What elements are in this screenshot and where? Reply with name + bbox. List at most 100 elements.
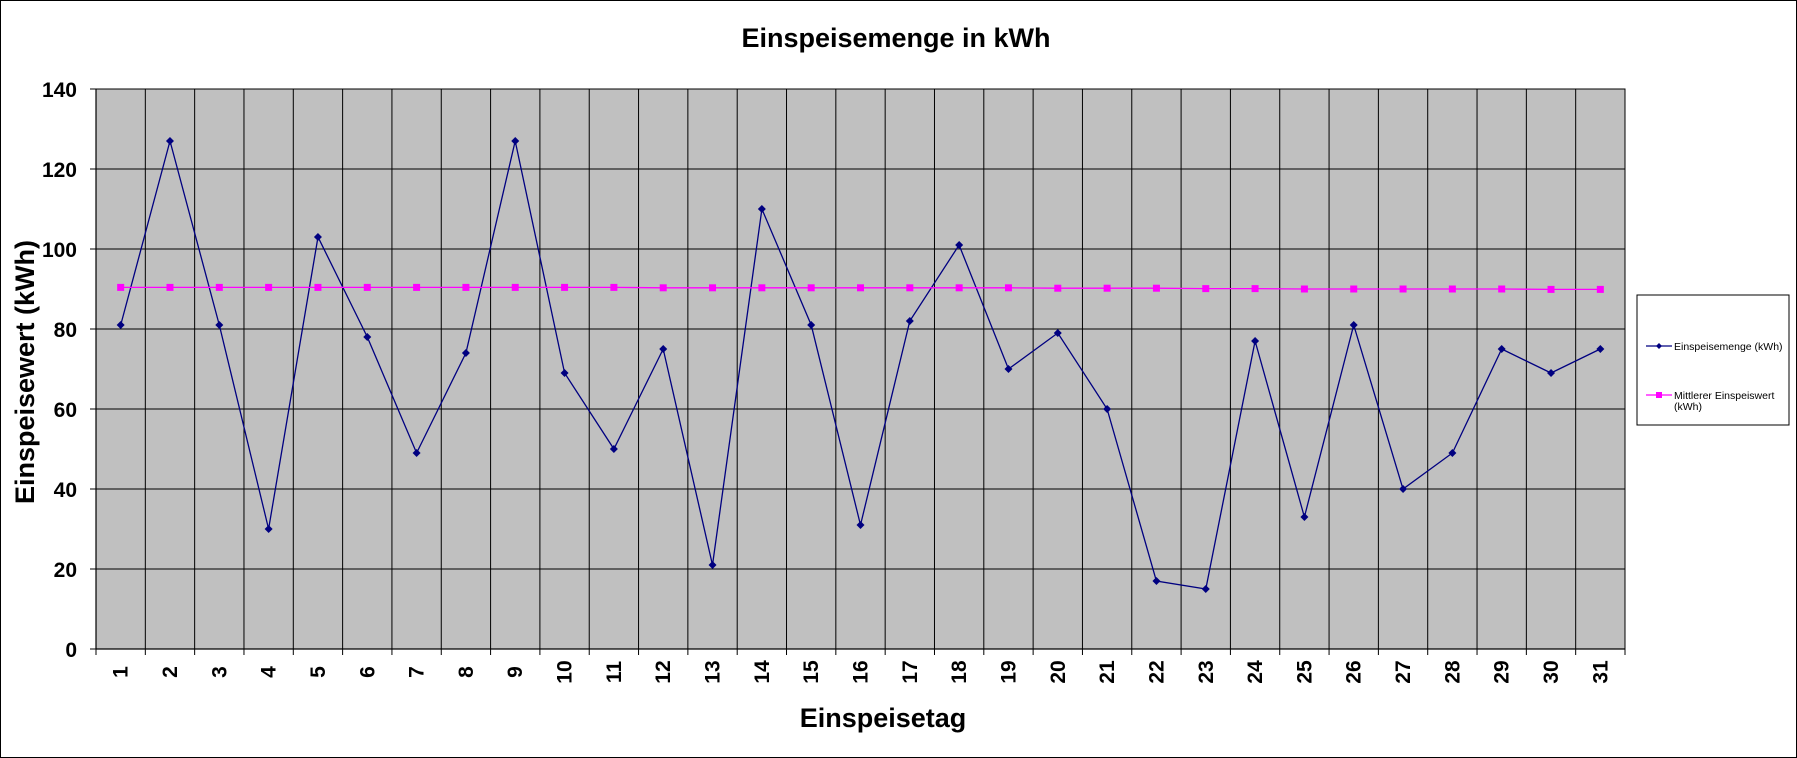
data-point bbox=[215, 283, 223, 291]
data-point bbox=[758, 284, 766, 292]
x-tick-label: 10 bbox=[554, 660, 577, 683]
series-1 bbox=[116, 137, 1605, 593]
data-point bbox=[363, 333, 372, 341]
x-tick-label: 18 bbox=[948, 660, 971, 684]
data-point bbox=[757, 205, 766, 213]
x-tick-label: 24 bbox=[1244, 660, 1267, 684]
data-point bbox=[609, 445, 618, 453]
legend: Einspeisemenge (kWh) Mittlerer Einspeiswe… bbox=[1636, 294, 1790, 426]
x-tick-label: 8 bbox=[455, 666, 478, 678]
data-point bbox=[1596, 285, 1604, 293]
data-point bbox=[215, 321, 224, 329]
data-point bbox=[561, 283, 569, 291]
x-tick-label: 29 bbox=[1491, 660, 1514, 683]
legend-label: Mittlerer Einspeiswert bbox=[1674, 390, 1774, 402]
x-tick-label: 27 bbox=[1392, 660, 1415, 683]
y-tick-label: 140 bbox=[42, 79, 77, 102]
axes bbox=[90, 88, 1626, 655]
data-point bbox=[1152, 284, 1160, 292]
data-point bbox=[955, 241, 964, 249]
x-tick-label: 11 bbox=[603, 661, 626, 684]
data-point bbox=[313, 233, 322, 241]
x-tick-label: 20 bbox=[1047, 660, 1070, 683]
data-point bbox=[1596, 345, 1605, 353]
y-axis-title: Einspeisewert (kWh) bbox=[10, 240, 40, 504]
data-point bbox=[659, 345, 668, 353]
data-point bbox=[363, 283, 371, 291]
y-tick-label: 120 bbox=[42, 159, 77, 182]
x-tick-label: 25 bbox=[1293, 660, 1316, 684]
x-axis-title: Einspeisetag bbox=[800, 703, 967, 733]
data-point bbox=[412, 449, 421, 457]
data-point bbox=[1350, 285, 1358, 293]
data-point bbox=[560, 369, 569, 377]
legend-label: Einspeisemenge (kWh) bbox=[1674, 341, 1783, 353]
data-point bbox=[1103, 405, 1112, 413]
data-point bbox=[511, 137, 520, 145]
series-2 bbox=[117, 283, 1604, 293]
x-tick-label: 30 bbox=[1540, 660, 1563, 683]
data-point bbox=[1004, 365, 1013, 373]
data-point bbox=[709, 284, 717, 292]
x-tick-label: 15 bbox=[800, 660, 823, 684]
data-point bbox=[314, 283, 322, 291]
y-tick-label: 40 bbox=[54, 479, 77, 502]
data-point bbox=[1053, 329, 1062, 337]
data-point bbox=[116, 321, 125, 329]
data-point bbox=[1498, 285, 1506, 293]
data-point bbox=[1349, 321, 1358, 329]
legend-box bbox=[1636, 294, 1790, 426]
data-point bbox=[610, 283, 618, 291]
data-point bbox=[906, 284, 914, 292]
x-tick-label: 2 bbox=[159, 666, 182, 678]
y-tick-label: 60 bbox=[54, 399, 77, 422]
legend-label: (kWh) bbox=[1674, 401, 1702, 413]
data-point bbox=[1300, 513, 1309, 521]
data-point bbox=[1152, 577, 1161, 585]
data-point bbox=[1251, 285, 1259, 293]
x-tick-label: 21 bbox=[1096, 660, 1119, 684]
x-tick-label: 12 bbox=[652, 660, 675, 683]
data-point bbox=[165, 137, 174, 145]
plot-area bbox=[95, 88, 1626, 650]
data-point bbox=[1300, 285, 1308, 293]
legend-marker bbox=[1656, 343, 1662, 349]
data-point bbox=[1103, 284, 1111, 292]
data-point bbox=[1448, 449, 1457, 457]
x-tick-label: 5 bbox=[307, 666, 330, 678]
data-point bbox=[462, 283, 470, 291]
x-tick-label: 4 bbox=[258, 666, 281, 678]
data-point bbox=[1201, 585, 1210, 593]
x-tick-label: 1 bbox=[110, 666, 133, 678]
data-point bbox=[1202, 285, 1210, 293]
legend-entry-2: Mittlerer Einspeiswert(kWh) bbox=[1646, 390, 1774, 413]
data-point bbox=[461, 349, 470, 357]
data-point bbox=[807, 321, 816, 329]
y-tick-label: 100 bbox=[42, 239, 77, 262]
data-point bbox=[265, 283, 273, 291]
x-tick-label: 17 bbox=[899, 660, 922, 683]
data-point bbox=[264, 525, 273, 533]
legend-marker bbox=[1656, 392, 1662, 398]
data-point bbox=[1547, 369, 1556, 377]
data-point bbox=[1448, 285, 1456, 293]
data-point bbox=[1399, 285, 1407, 293]
x-tick-label: 23 bbox=[1195, 660, 1218, 683]
y-tick-label: 20 bbox=[54, 559, 77, 582]
data-point bbox=[166, 283, 174, 291]
x-tick-label: 26 bbox=[1343, 660, 1366, 683]
x-tick-label: 3 bbox=[208, 666, 231, 678]
x-tick-label: 19 bbox=[997, 660, 1020, 683]
data-point bbox=[117, 283, 125, 291]
legend-entry-1: Einspeisemenge (kWh) bbox=[1646, 341, 1783, 353]
data-point bbox=[807, 284, 815, 292]
data-point bbox=[857, 284, 864, 292]
x-tick-label: 7 bbox=[406, 666, 429, 678]
data-point bbox=[1547, 285, 1555, 293]
x-tick-label: 9 bbox=[504, 666, 527, 678]
x-tick-label: 28 bbox=[1441, 660, 1464, 684]
x-tick-label: 31 bbox=[1589, 660, 1612, 684]
data-point bbox=[708, 561, 717, 569]
